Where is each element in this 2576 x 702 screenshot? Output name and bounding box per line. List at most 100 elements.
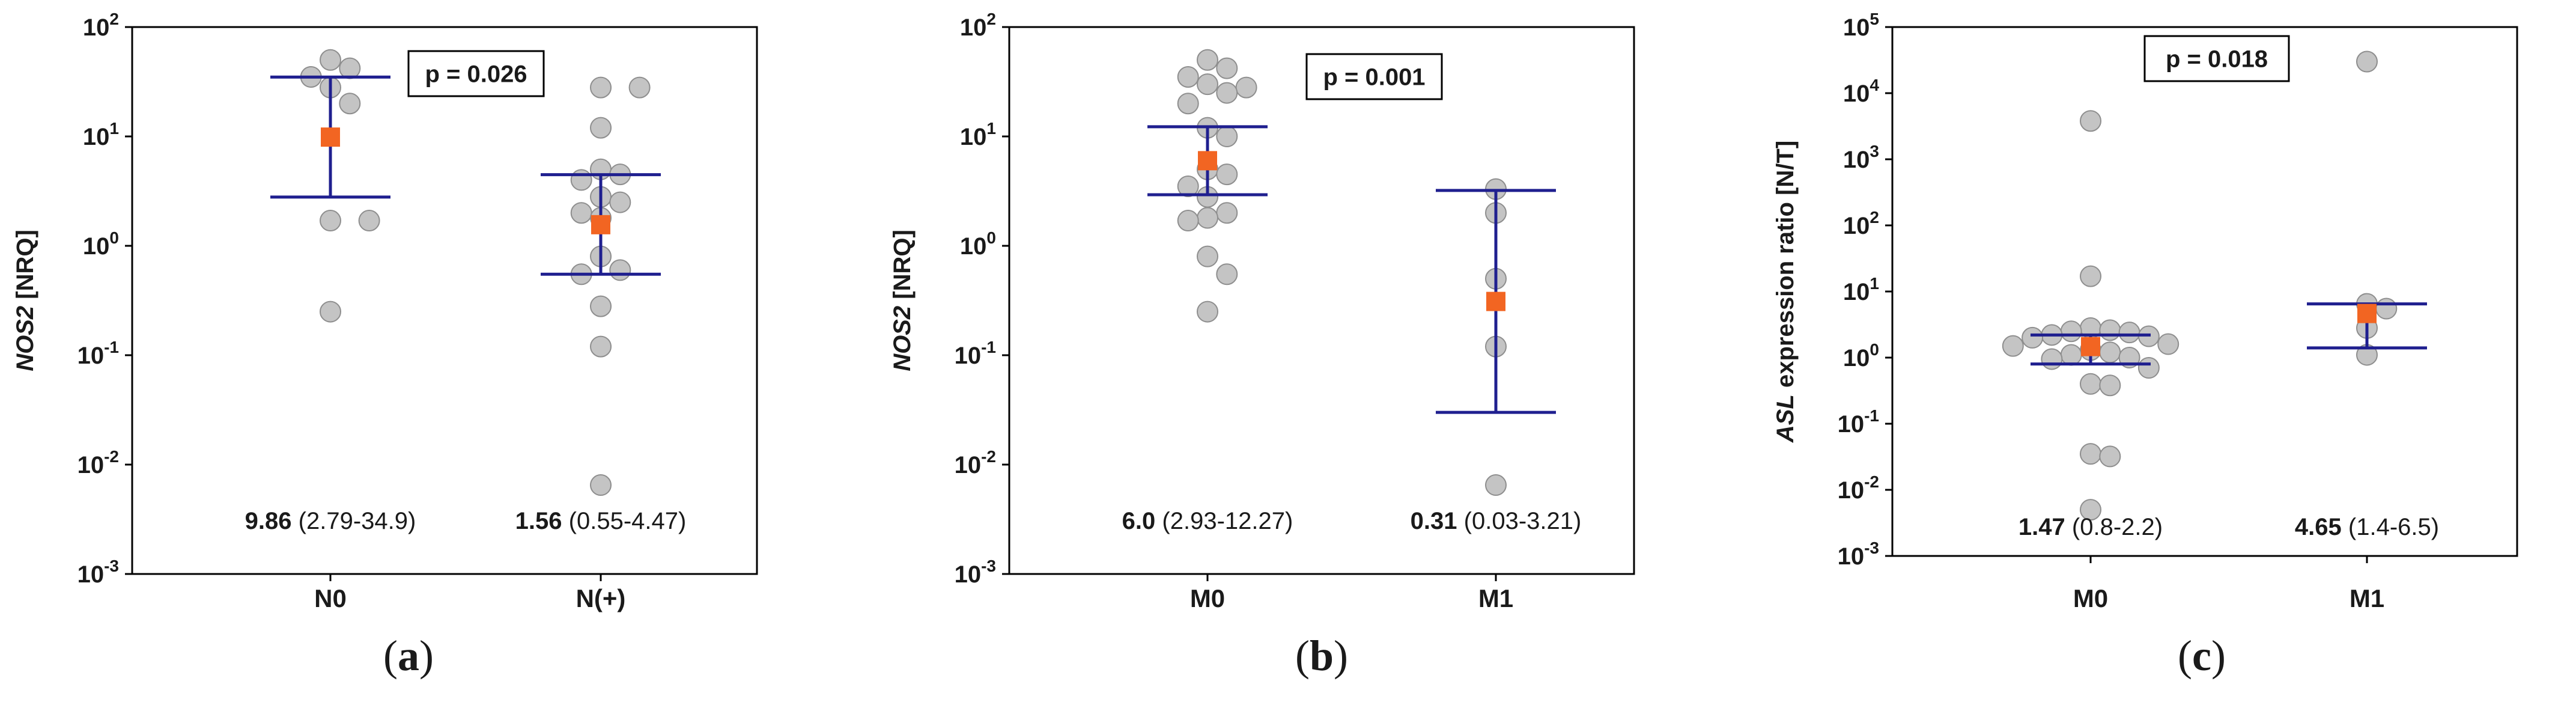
y-tick-label: 10-1 — [77, 338, 119, 369]
data-point — [1197, 301, 1218, 323]
panel-label: (a) — [383, 632, 434, 680]
median-marker — [1486, 291, 1505, 311]
p-value-box — [1305, 53, 1443, 100]
y-tick-label: 102 — [960, 10, 996, 41]
group-M0: M0 6.0 (2.93-12.27) — [1122, 49, 1293, 612]
group-N0: N0 9.86 (2.79-34.9) — [245, 49, 416, 612]
p-value-box — [2143, 35, 2290, 82]
y-axis-title: ASL expression ratio [N/T] — [1772, 141, 1799, 443]
data-point — [1216, 202, 1238, 224]
y-tick-label: 10-2 — [77, 447, 119, 478]
y-tick-label: 105 — [1843, 10, 1879, 41]
data-point — [1177, 210, 1199, 232]
median-marker — [591, 215, 610, 234]
y-tick-label: 10-3 — [1838, 539, 1879, 570]
p-value-box — [407, 50, 545, 97]
data-point — [339, 57, 361, 79]
p-value-label: p = 0.026 — [425, 61, 527, 88]
data-point — [2137, 357, 2160, 379]
panel-a: 10-3 10-2 10-1 100 101 102 NOS2 [NRQ] p = 0.026… — [12, 10, 758, 680]
y-tick-label: 102 — [1843, 208, 1879, 239]
y-tick-label: 10-2 — [955, 447, 996, 478]
y-tick-label: 10-3 — [77, 557, 119, 588]
data-point — [339, 93, 361, 115]
y-tick-label: 101 — [83, 119, 119, 150]
data-point — [1177, 66, 1199, 88]
plot-frame — [1891, 26, 2518, 557]
category-label: M0 — [2073, 584, 2108, 612]
data-point — [2118, 322, 2140, 344]
data-point — [1216, 126, 1238, 147]
median-ci-label: 4.65 (1.4-6.5) — [2295, 514, 2439, 540]
median-marker — [2081, 337, 2100, 356]
data-point — [628, 76, 651, 99]
data-point — [609, 259, 631, 281]
data-point — [2060, 344, 2082, 366]
data-point — [2375, 298, 2398, 320]
data-point — [1216, 163, 1238, 186]
median-ci-label: 0.31 (0.03-3.21) — [1411, 508, 1582, 534]
y-tick-label: 102 — [83, 10, 119, 41]
data-point — [2157, 333, 2180, 355]
y-tick-label: 101 — [960, 119, 996, 150]
data-point — [590, 295, 612, 317]
group-M0: M0 1.47 (0.8-2.2) — [2002, 110, 2180, 612]
plot-frame — [131, 26, 758, 575]
y-tick-label: 100 — [960, 228, 996, 260]
y-tick-label: 100 — [83, 228, 119, 260]
data-point — [2080, 443, 2101, 465]
y-tick-label: 103 — [1843, 142, 1879, 173]
data-point — [2022, 326, 2044, 349]
median-marker — [321, 127, 340, 147]
y-tick-label: 10-2 — [1838, 472, 1879, 504]
data-point — [570, 202, 592, 224]
y-tick-label: 10-3 — [955, 557, 996, 588]
median-marker — [1198, 151, 1217, 171]
data-point — [2041, 348, 2063, 370]
data-point — [2060, 320, 2082, 343]
data-point — [2080, 110, 2101, 132]
y-tick-label: 10-1 — [1838, 406, 1879, 438]
category-label: N0 — [314, 584, 347, 612]
y-tick-label: 10-1 — [955, 338, 996, 369]
category-label: N(+) — [576, 584, 626, 612]
data-point — [1177, 93, 1199, 115]
data-point — [1197, 207, 1218, 229]
data-point — [609, 191, 631, 213]
data-point — [1197, 245, 1218, 267]
panel-label: (b) — [1295, 632, 1348, 680]
data-point — [2356, 50, 2378, 73]
category-label: M1 — [1478, 584, 1513, 612]
data-point — [1197, 73, 1218, 96]
group-M1: M1 0.31 (0.03-3.21) — [1411, 178, 1582, 612]
p-value-label: p = 0.001 — [1323, 64, 1425, 91]
data-point — [1485, 474, 1507, 496]
data-point — [570, 169, 592, 191]
data-point — [1235, 76, 1257, 99]
data-point — [2099, 374, 2121, 397]
data-point — [320, 301, 341, 323]
data-point — [2099, 341, 2121, 364]
data-point — [2002, 335, 2024, 357]
data-point — [1216, 57, 1238, 79]
panel-c: 10-3 10-2 10-1 100 101 102 103 104 105 ASL expres… — [1772, 10, 2518, 680]
data-point — [320, 210, 341, 232]
group-M1: M1 4.65 (1.4-6.5) — [2295, 50, 2439, 612]
plot-frame — [1008, 26, 1635, 575]
data-point — [1177, 175, 1199, 197]
data-point — [358, 210, 380, 232]
y-axis-title: NOS2 [NRQ] — [889, 230, 916, 371]
data-point — [590, 76, 612, 99]
data-point — [2080, 265, 2101, 287]
data-point — [2099, 445, 2121, 468]
category-label: M0 — [1190, 584, 1225, 612]
data-point — [590, 335, 612, 358]
data-point — [320, 49, 341, 71]
data-point — [1216, 82, 1238, 104]
data-point — [590, 474, 612, 496]
data-point — [2080, 373, 2101, 395]
median-ci-label: 6.0 (2.93-12.27) — [1122, 508, 1293, 534]
median-ci-label: 1.56 (0.55-4.47) — [515, 508, 687, 534]
data-point — [1216, 263, 1238, 285]
median-marker — [2357, 304, 2377, 323]
